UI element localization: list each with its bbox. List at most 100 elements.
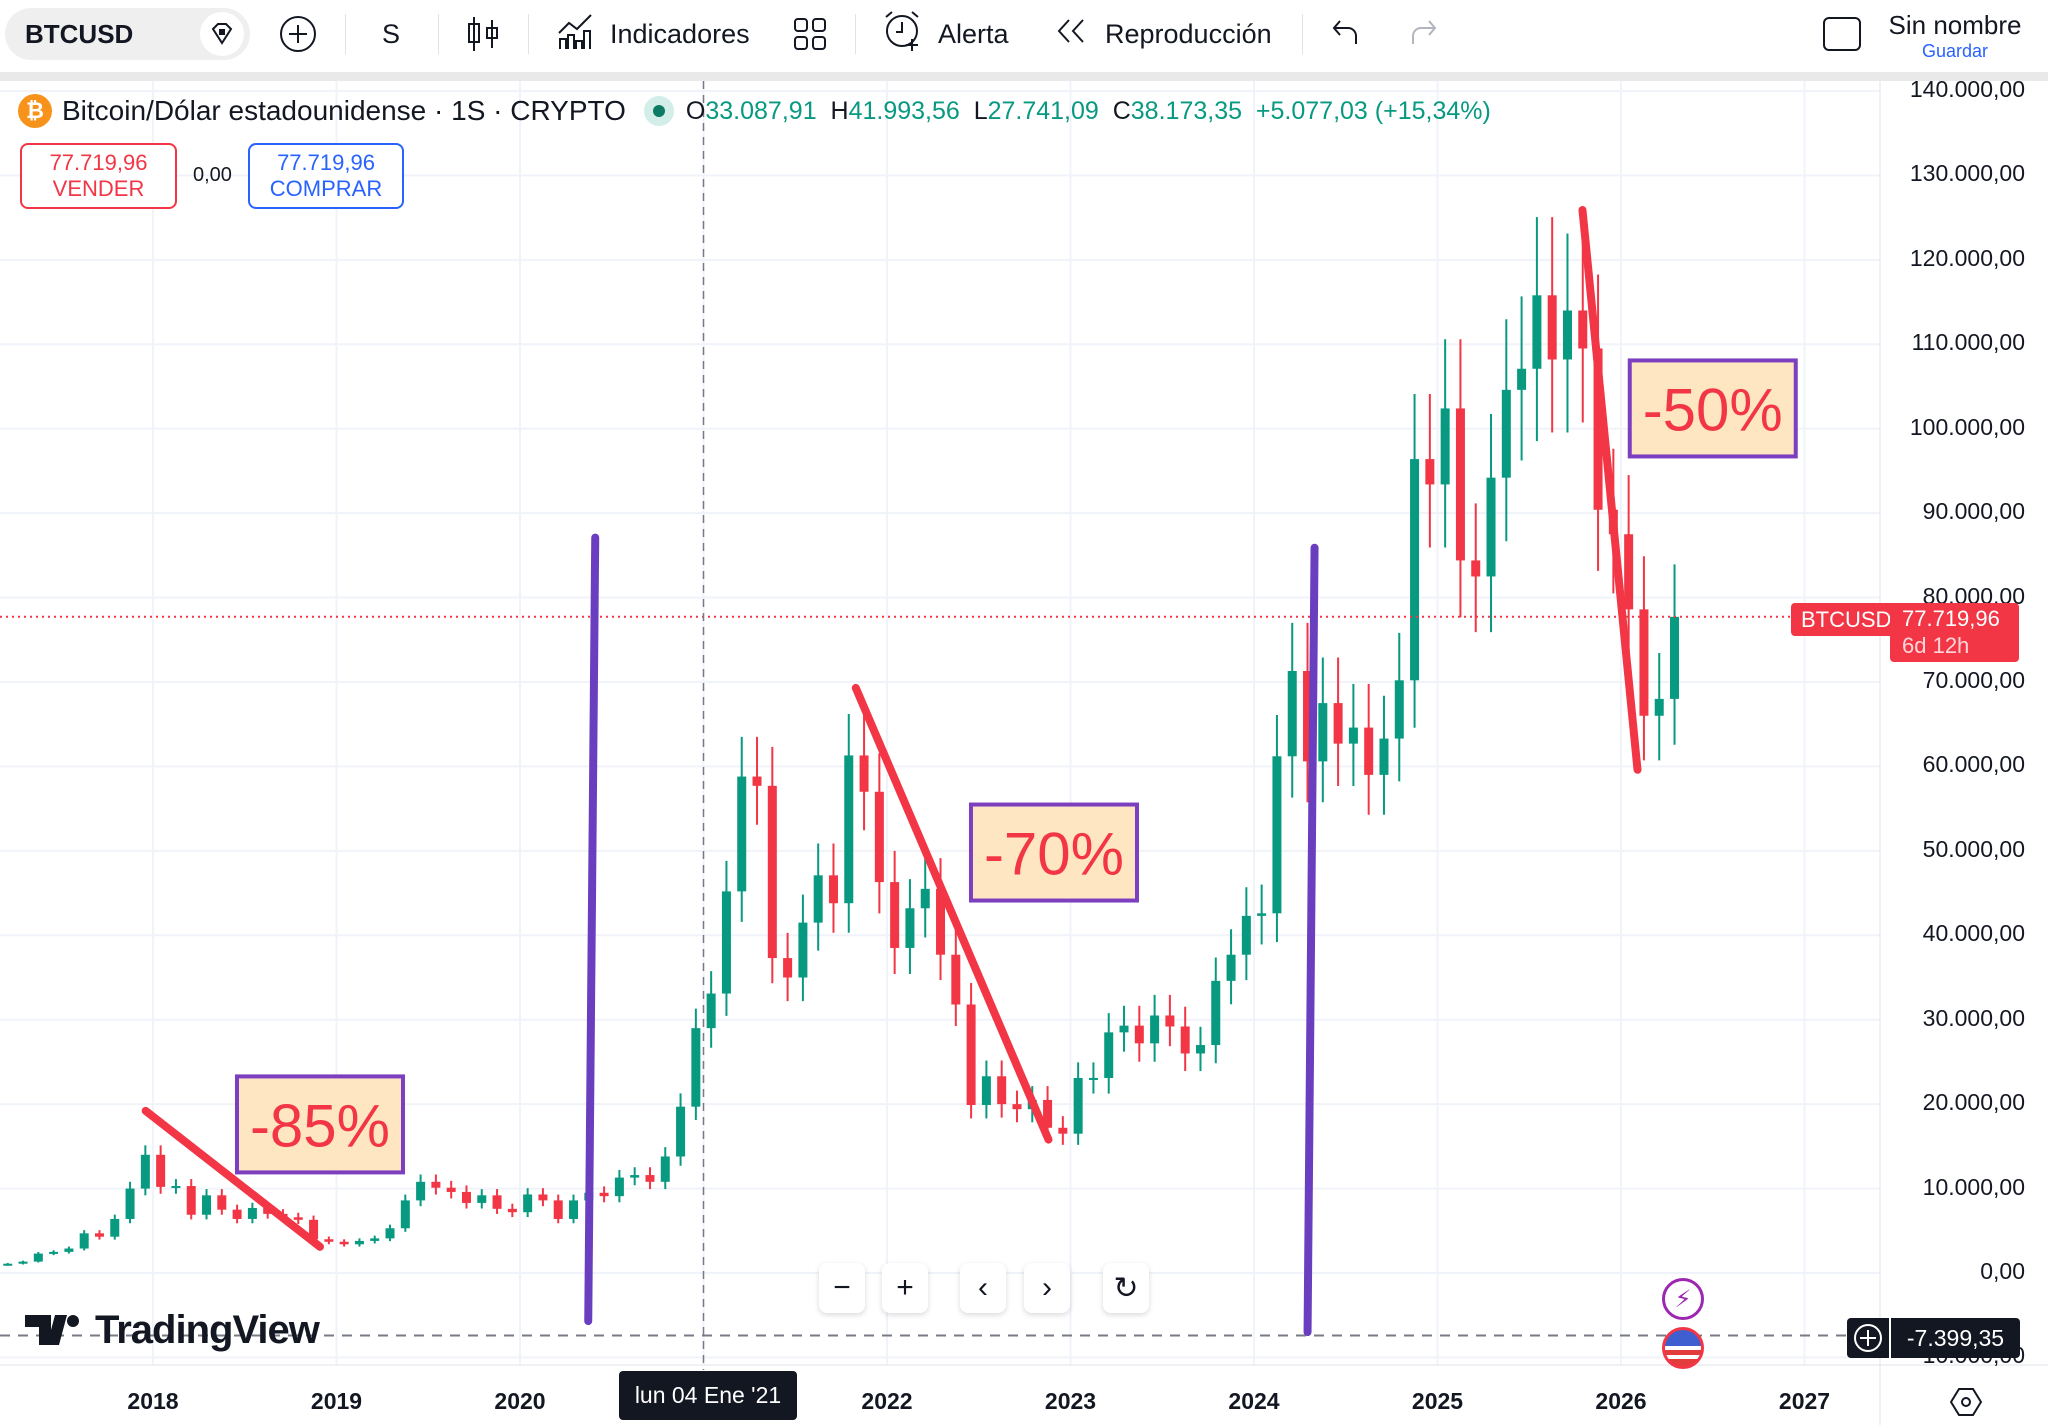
candle-body [813, 875, 823, 923]
sell-button[interactable]: 77.719,96 VENDER [20, 143, 177, 209]
candle-body [186, 1186, 196, 1215]
time-tick-label: 2026 [1595, 1388, 1647, 1414]
candle-body [1272, 756, 1282, 914]
candle-body [202, 1195, 212, 1215]
candle-body [1547, 295, 1557, 360]
candle-body [645, 1175, 655, 1182]
candle-body [49, 1251, 59, 1254]
drawdown-label-box [234, 1074, 405, 1175]
time-tick-label: 2018 [127, 1388, 179, 1414]
candle-body [1440, 408, 1450, 485]
chevron-left-icon: ‹ [978, 1271, 988, 1304]
price-tick-label: 130.000,00 [1909, 160, 2025, 187]
candle-body [1364, 727, 1374, 775]
crosshair-price-label: -7.399,35 [1891, 1318, 2020, 1358]
symbol-title[interactable]: Bitcoin/Dólar estadounidense · 1S · CRYP… [62, 95, 626, 126]
candle-body [1241, 915, 1251, 955]
diamond-icon[interactable] [200, 12, 244, 56]
tradingview-logo[interactable]: TradingView [25, 1308, 320, 1353]
drawdown-label: -85% [250, 1092, 390, 1159]
candle-body [156, 1154, 166, 1187]
bitcoin-icon: ₿ [18, 94, 52, 128]
candle-body [339, 1241, 349, 1245]
candle-body [293, 1217, 303, 1220]
replay-button[interactable]: Reproducción [1055, 8, 1272, 60]
candle-body [706, 993, 716, 1029]
candle-body [630, 1175, 640, 1178]
drawdown-label: -50% [1643, 376, 1783, 443]
price-tick-label: 20.000,00 [1922, 1089, 2025, 1116]
us-flag-icon[interactable] [1662, 1327, 1704, 1369]
candle-body [1654, 698, 1664, 716]
candle-body [492, 1195, 502, 1209]
candle-body [1012, 1104, 1022, 1110]
drawdown-trendline [141, 1106, 324, 1251]
candle-body [951, 954, 961, 1005]
replay-label: Reproducción [1105, 18, 1272, 49]
candle-body [752, 776, 762, 786]
price-tick-label: 100.000,00 [1909, 413, 2025, 440]
time-tick-label: 2025 [1411, 1388, 1464, 1414]
candle-body [1303, 671, 1313, 762]
plus-circle-icon[interactable] [278, 8, 318, 60]
candles-icon[interactable] [466, 8, 500, 60]
candle-body [874, 791, 884, 883]
symbol-search[interactable]: BTCUSD [5, 8, 250, 60]
scroll-right-button[interactable]: › [1024, 1263, 1070, 1313]
candle-body [936, 888, 946, 955]
candle-body [905, 908, 915, 948]
toolbar-divider [0, 72, 2048, 81]
candle-body [890, 882, 900, 948]
add-crosshair-plus-icon[interactable] [1847, 1318, 1889, 1358]
layouts-grid-icon[interactable] [792, 8, 828, 60]
candle-body [1104, 1032, 1114, 1078]
candle-body [1287, 671, 1297, 757]
indicators-button[interactable]: Indicadores [556, 8, 750, 60]
price-tick-label: 90.000,00 [1922, 498, 2025, 525]
rewind-icon [1055, 16, 1089, 53]
candle-body [1593, 348, 1603, 510]
candle-body [859, 755, 869, 792]
candle-body [400, 1200, 410, 1229]
candle-body [1348, 727, 1358, 744]
candle-body [33, 1253, 43, 1262]
candle-body [966, 1004, 976, 1105]
candle-body [1150, 1015, 1160, 1044]
candle-body [1058, 1127, 1068, 1134]
lightning-icon[interactable]: ⚡ [1662, 1278, 1704, 1320]
layout-name[interactable]: Sin nombre Guardar [1880, 10, 2030, 62]
candle-body [1211, 980, 1221, 1046]
candle-body [1195, 1045, 1205, 1054]
vertical-marker-line [1303, 543, 1319, 1337]
candle-body [676, 1106, 686, 1157]
interval-label: S [382, 18, 401, 49]
scroll-left-button[interactable]: ‹ [960, 1263, 1006, 1313]
save-link[interactable]: Guardar [1921, 41, 1989, 61]
indicators-label: Indicadores [610, 18, 750, 49]
undo-icon[interactable] [1330, 8, 1364, 60]
candle-body [599, 1192, 609, 1197]
time-tick-label: 2022 [861, 1388, 913, 1414]
drawdown-trendline [1578, 206, 1642, 774]
zoom-in-button[interactable]: + [882, 1263, 928, 1313]
market-status-icon[interactable] [643, 96, 674, 126]
redo-icon[interactable] [1405, 8, 1439, 60]
alert-button[interactable]: Alerta [882, 8, 1009, 60]
fullscreen-square-icon[interactable] [1822, 8, 1862, 60]
reset-chart-button[interactable]: ↻ [1103, 1263, 1149, 1313]
price-tick-label: 40.000,00 [1922, 920, 2025, 947]
top-toolbar: BTCUSD S Indicadores Alerta Reproducción… [0, 0, 2048, 72]
price-tick-label: 10.000,00 [1922, 1173, 2025, 1200]
buy-button[interactable]: 77.719,96 COMPRAR [248, 143, 404, 209]
time-tick-label: 2024 [1228, 1388, 1280, 1414]
candle-body [110, 1218, 120, 1237]
zoom-out-button[interactable]: − [819, 1263, 865, 1313]
interval-button[interactable]: S [382, 8, 400, 60]
candle-body [309, 1219, 319, 1240]
candle-body [461, 1191, 471, 1203]
settings-icon[interactable] [1949, 1387, 1983, 1422]
candle-body [1471, 560, 1481, 577]
candle-body [1562, 310, 1572, 360]
candle-body [1119, 1025, 1129, 1033]
